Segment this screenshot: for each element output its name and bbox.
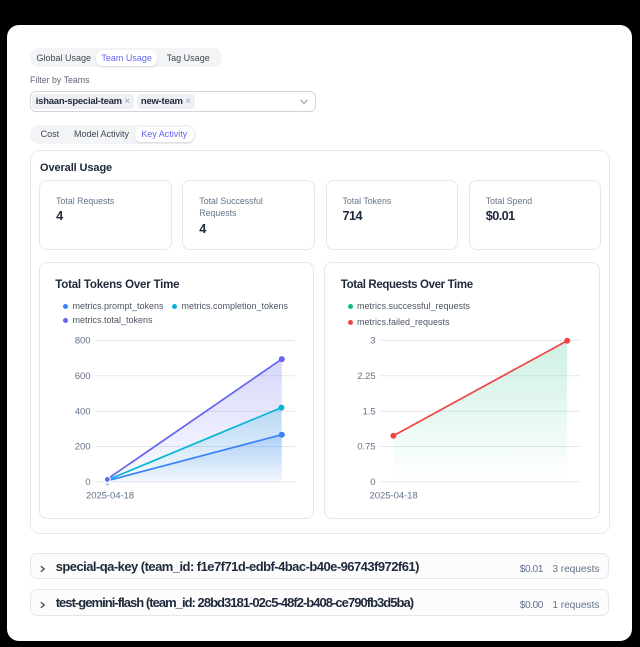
svg-text:2.25: 2.25 (357, 371, 375, 382)
svg-text:0.75: 0.75 (357, 442, 375, 453)
svg-text:600: 600 (75, 371, 91, 382)
svg-text:0: 0 (370, 477, 375, 488)
svg-text:2025-04-18: 2025-04-18 (370, 490, 418, 501)
svg-text:800: 800 (75, 336, 91, 347)
svg-text:400: 400 (75, 406, 91, 417)
svg-text:1.5: 1.5 (362, 406, 375, 417)
svg-text:0: 0 (85, 477, 90, 488)
svg-text:200: 200 (75, 442, 91, 453)
svg-text:3: 3 (370, 336, 375, 347)
svg-text:2025-04-18: 2025-04-18 (86, 490, 134, 501)
